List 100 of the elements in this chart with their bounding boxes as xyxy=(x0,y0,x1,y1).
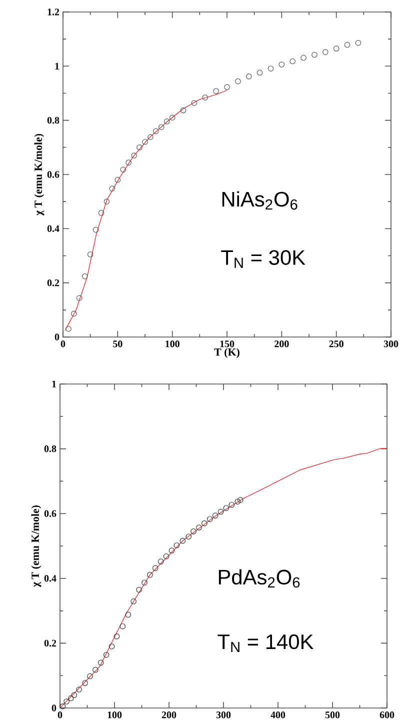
point xyxy=(131,152,137,158)
point xyxy=(213,88,219,94)
point xyxy=(169,114,176,121)
point xyxy=(114,177,121,183)
y-tick-label: 0 xyxy=(52,704,56,712)
point xyxy=(278,62,285,68)
point xyxy=(202,94,208,100)
point xyxy=(76,686,82,692)
point xyxy=(92,666,98,673)
point xyxy=(108,644,115,650)
point xyxy=(126,160,132,166)
x-tick-label: 100 xyxy=(166,340,180,348)
point xyxy=(190,528,196,534)
point xyxy=(174,542,180,548)
y-tick-label: 0.6 xyxy=(44,510,56,517)
point xyxy=(344,42,350,48)
x-tick-label: 200 xyxy=(274,340,289,348)
point xyxy=(68,695,74,702)
y-tick-label: 0.2 xyxy=(47,279,60,286)
x-tick-label: 100 xyxy=(108,712,122,718)
point xyxy=(218,508,224,515)
point xyxy=(103,652,110,658)
y-axis-title: χ T (emu K/mole) xyxy=(34,134,44,216)
y-tick-label: 1 xyxy=(52,380,56,388)
x-tick-label: 250 xyxy=(329,340,344,348)
x-tick-label: 0 xyxy=(60,340,66,348)
point xyxy=(87,251,94,258)
point xyxy=(234,498,241,505)
y-tick-label: 0.8 xyxy=(47,116,60,124)
point xyxy=(212,512,218,518)
point xyxy=(71,692,78,698)
point xyxy=(98,660,104,666)
y-tick-label: 0.6 xyxy=(47,171,60,178)
y-tick-label: 0 xyxy=(54,334,60,340)
point xyxy=(206,516,213,522)
annotation: NiAs$_{2}$O$_{6}$ xyxy=(222,191,298,210)
point xyxy=(312,52,318,58)
point xyxy=(333,46,340,52)
y-tick-label: 1.2 xyxy=(48,8,60,16)
point xyxy=(355,40,362,46)
x-tick-label: 150 xyxy=(220,340,234,348)
point xyxy=(82,273,88,280)
x-tick-label: 500 xyxy=(325,712,340,718)
point xyxy=(87,673,93,680)
point xyxy=(224,84,230,90)
annotation: T$_{N}$ = 30K xyxy=(221,250,306,268)
point xyxy=(147,572,153,578)
point xyxy=(158,124,164,130)
point xyxy=(164,118,170,124)
point xyxy=(142,139,148,145)
line-series xyxy=(60,448,388,708)
annotation: PdAs$_{2}$O$_{6}$ xyxy=(218,569,300,588)
point xyxy=(186,534,192,540)
x-tick-label: 50 xyxy=(113,340,122,348)
x-axis-title: T (K) xyxy=(214,348,240,358)
point xyxy=(256,70,263,76)
y-tick-label: 0.2 xyxy=(44,640,56,647)
point xyxy=(158,558,164,564)
point xyxy=(60,703,66,710)
point xyxy=(237,497,244,503)
y-tick-label: 0.4 xyxy=(47,225,60,232)
annotation: T$_{N}$ = 140K xyxy=(218,634,314,652)
point xyxy=(104,198,110,204)
point xyxy=(322,49,328,55)
point xyxy=(142,580,148,586)
x-tick-label: 400 xyxy=(270,712,286,718)
point xyxy=(109,186,116,192)
point xyxy=(76,295,82,301)
point xyxy=(300,54,306,61)
point xyxy=(180,538,186,544)
point xyxy=(268,66,274,72)
point xyxy=(235,78,241,84)
x-tick-label: 600 xyxy=(380,712,394,718)
point xyxy=(71,310,77,317)
point xyxy=(202,520,208,526)
point xyxy=(290,58,296,64)
point xyxy=(136,586,142,593)
point xyxy=(114,633,120,640)
point xyxy=(82,680,88,686)
x-tick-label: 300 xyxy=(384,340,398,348)
point xyxy=(130,598,136,604)
y-tick-label: 0.4 xyxy=(44,575,56,582)
point xyxy=(148,134,154,140)
x-tick-label: 200 xyxy=(162,712,176,718)
point xyxy=(191,100,198,106)
point xyxy=(92,226,99,233)
point xyxy=(168,548,175,554)
point xyxy=(163,553,170,560)
point xyxy=(120,623,126,630)
point xyxy=(120,166,126,173)
point xyxy=(98,210,104,216)
point xyxy=(125,612,132,618)
point xyxy=(136,144,142,150)
point xyxy=(223,505,230,511)
x-tick-label: 300 xyxy=(216,712,231,718)
point xyxy=(246,74,252,80)
y-tick-label: 1 xyxy=(55,62,59,70)
point xyxy=(196,524,202,530)
y-axis-title: χ T (emu K/mole) xyxy=(31,505,42,588)
point xyxy=(64,698,70,704)
